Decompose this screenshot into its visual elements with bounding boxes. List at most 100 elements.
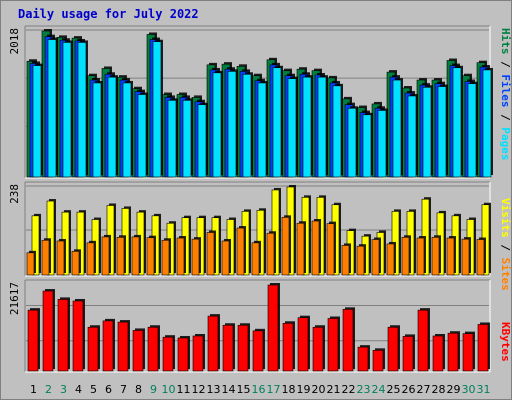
bar-kbytes-19: [297, 317, 309, 372]
day-label-24: 24: [372, 383, 386, 396]
bar-sites-17: [266, 232, 275, 276]
bar-sites-25: [386, 243, 395, 276]
bar-sites-19: [296, 222, 305, 276]
bar-pages-27: [422, 86, 432, 178]
bar-pages-10: [167, 100, 177, 178]
bar-visits-1: [31, 215, 40, 276]
visits-ytick: 238: [8, 184, 21, 204]
bar-kbytes-22: [342, 309, 354, 372]
bar-sites-23: [356, 245, 365, 276]
bar-kbytes-28: [432, 335, 444, 372]
bar-pages-23: [362, 114, 372, 178]
bar-kbytes-25: [387, 326, 399, 372]
day-label-5: 5: [90, 383, 97, 396]
bar-sites-22: [341, 245, 350, 276]
day-label-4: 4: [75, 383, 82, 396]
bar-pages-26: [407, 95, 417, 178]
bar-sites-1: [26, 252, 35, 276]
day-label-30: 30: [462, 383, 476, 396]
bar-pages-14: [227, 71, 237, 178]
day-label-26: 26: [402, 383, 416, 396]
bar-kbytes-7: [117, 321, 129, 372]
day-label-1: 1: [30, 383, 37, 396]
bar-sites-5: [86, 242, 95, 276]
day-label-3: 3: [60, 383, 67, 396]
bar-sites-7: [116, 236, 125, 276]
bar-pages-5: [92, 82, 102, 178]
bar-pages-24: [377, 110, 387, 178]
bar-sites-15: [236, 227, 245, 276]
day-label-13: 13: [207, 383, 221, 396]
bar-pages-15: [242, 73, 252, 178]
bar-pages-9: [152, 41, 162, 178]
day-label-8: 8: [135, 383, 142, 396]
bar-pages-28: [437, 86, 447, 178]
bar-sites-29: [446, 237, 455, 276]
bar-visits-4: [76, 211, 85, 276]
bar-kbytes-10: [162, 336, 174, 372]
bar-kbytes-13: [207, 315, 219, 372]
bar-kbytes-15: [237, 324, 249, 372]
bar-sites-30: [461, 238, 470, 276]
bar-pages-18: [287, 78, 297, 178]
bar-kbytes-3: [57, 299, 69, 372]
hits-ytick: 2018: [8, 28, 21, 55]
day-label-2: 2: [45, 383, 52, 396]
day-label-18: 18: [282, 383, 296, 396]
day-label-16: 16: [252, 383, 266, 396]
bar-pages-21: [332, 85, 342, 178]
bar-pages-8: [137, 94, 147, 178]
bar-kbytes-2: [42, 290, 54, 372]
legend-kbytes-kbytes: KBytes: [499, 322, 512, 362]
bar-pages-3: [62, 42, 72, 178]
day-label-14: 14: [222, 383, 236, 396]
bar-pages-30: [467, 83, 477, 178]
bar-pages-1: [32, 65, 42, 178]
bar-kbytes-16: [252, 330, 264, 372]
bar-pages-31: [482, 69, 492, 178]
bar-kbytes-17: [267, 284, 279, 372]
bar-kbytes-11: [177, 337, 189, 372]
legend-hits-separator: /: [499, 108, 512, 128]
day-label-12: 12: [192, 383, 206, 396]
bar-kbytes-18: [282, 322, 294, 372]
bar-pages-17: [272, 67, 282, 178]
day-label-27: 27: [417, 383, 431, 396]
bar-kbytes-14: [222, 324, 234, 372]
bar-pages-19: [302, 76, 312, 178]
day-label-31: 31: [477, 383, 491, 396]
day-label-29: 29: [447, 383, 461, 396]
legend-hits-hits: Hits: [499, 28, 512, 55]
bar-kbytes-21: [327, 318, 339, 372]
bar-kbytes-5: [87, 326, 99, 372]
legend-visits-visits: Visits: [499, 198, 512, 238]
bar-kbytes-4: [72, 300, 84, 372]
bar-kbytes-27: [417, 309, 429, 372]
bar-sites-9: [146, 237, 155, 276]
bar-kbytes-29: [447, 332, 459, 372]
bar-pages-11: [182, 100, 192, 178]
bar-sites-20: [311, 220, 320, 276]
bar-sites-16: [251, 242, 260, 276]
bar-sites-3: [56, 240, 65, 276]
bar-pages-4: [77, 42, 87, 178]
bar-sites-26: [401, 236, 410, 276]
bar-sites-6: [101, 236, 110, 276]
bar-pages-29: [452, 67, 462, 178]
bar-pages-20: [317, 76, 327, 178]
day-label-11: 11: [177, 383, 191, 396]
bar-sites-11: [176, 237, 185, 276]
day-label-7: 7: [120, 383, 127, 396]
bar-kbytes-30: [462, 333, 474, 372]
bar-kbytes-12: [192, 335, 204, 372]
day-label-6: 6: [105, 383, 112, 396]
bar-sites-27: [416, 237, 425, 276]
day-label-9: 9: [150, 383, 157, 396]
bar-kbytes-20: [312, 326, 324, 372]
bar-pages-6: [107, 76, 117, 178]
bar-sites-24: [371, 239, 380, 276]
bar-sites-2: [41, 239, 50, 276]
day-label-21: 21: [327, 383, 341, 396]
bar-pages-13: [212, 72, 222, 178]
